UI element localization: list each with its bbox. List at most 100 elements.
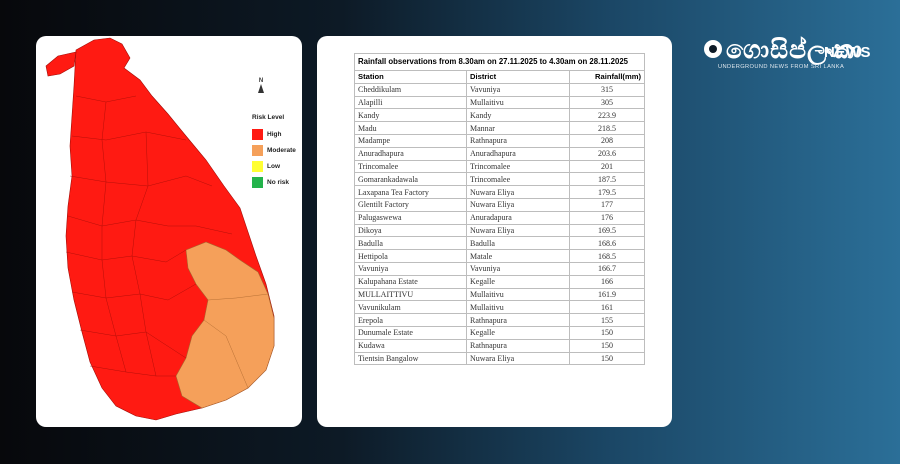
- legend-item-high: High: [252, 128, 296, 141]
- header-district: District: [466, 70, 570, 84]
- cell-station: Vavuniya: [354, 261, 467, 276]
- cell-district: Kegalle: [466, 274, 570, 289]
- table-row: Cheddikulam Vavuniya 315: [354, 82, 645, 97]
- cell-rainfall: 208: [569, 133, 645, 148]
- legend-title: Risk Level: [252, 114, 285, 121]
- cell-district: Kandy: [466, 108, 570, 123]
- legend-label-high: High: [267, 131, 282, 138]
- cell-rainfall: 166: [569, 274, 645, 289]
- cell-rainfall: 201: [569, 159, 645, 174]
- cell-district: Nuwara Eliya: [466, 197, 570, 212]
- cell-station: Erepola: [354, 313, 467, 327]
- cell-station: Glentilt Factory: [354, 197, 467, 212]
- cell-rainfall: 168.5: [569, 249, 645, 263]
- table-row: Badulla Badulla 168.6: [354, 236, 645, 251]
- risk-map-panel: N Risk Level High Moderate Low No risk: [36, 36, 302, 427]
- table-row: Alapilli Mullaitivu 305: [354, 95, 645, 110]
- north-label: N: [258, 78, 264, 84]
- cell-rainfall: 218.5: [569, 121, 645, 135]
- cell-station: Vavunikulam: [354, 300, 467, 315]
- table-row: Dunumale Estate Kegalle 150: [354, 325, 645, 340]
- legend-swatch-low: [252, 161, 263, 172]
- cell-district: Trincomalee: [466, 172, 570, 187]
- cell-station: MULLAITTIVU: [354, 287, 467, 302]
- cell-district: Kegalle: [466, 325, 570, 340]
- cell-district: Nuwara Eliya: [466, 185, 570, 199]
- logo-tagline: UNDERGROUND NEWS FROM SRI LANKA: [718, 64, 845, 70]
- cell-district: Nuwara Eliya: [466, 351, 570, 366]
- north-arrow: N: [257, 78, 265, 93]
- cell-station: Kandy: [354, 108, 467, 123]
- cell-district: Rathnapura: [466, 338, 570, 353]
- legend-label-no-risk: No risk: [267, 179, 290, 186]
- cell-station: Alapilli: [354, 95, 467, 110]
- table-row: Erepola Rathnapura 155: [354, 313, 645, 327]
- logo-news: NEWS: [824, 44, 871, 61]
- legend-swatch-no-risk: [252, 177, 263, 188]
- cell-district: Mullaitivu: [466, 300, 570, 315]
- cell-rainfall: 150: [569, 338, 645, 353]
- cell-station: Kudawa: [354, 338, 467, 353]
- cell-district: Vavuniya: [466, 82, 570, 97]
- table-row: Trincomalee Trincomalee 201: [354, 159, 645, 174]
- cell-rainfall: 187.5: [569, 172, 645, 187]
- table-row: Kalupahana Estate Kegalle 166: [354, 274, 645, 289]
- legend-item-low: Low: [252, 160, 296, 173]
- table-row: Madampe Rathnapura 208: [354, 133, 645, 148]
- cell-rainfall: 177: [569, 197, 645, 212]
- table-row: Kudawa Rathnapura 150: [354, 338, 645, 353]
- sri-lanka-map: [45, 37, 275, 421]
- legend-item-moderate: Moderate: [252, 144, 296, 157]
- cell-district: Rathnapura: [466, 313, 570, 327]
- table-row: Madu Mannar 218.5: [354, 121, 645, 135]
- rainfall-table: Rainfall observations from 8.30am on 27.…: [354, 53, 645, 366]
- cell-district: Anuradhapura: [466, 146, 570, 161]
- cell-station: Gomarankadawala: [354, 172, 467, 187]
- map-moderate-risk-region: [175, 241, 275, 409]
- cell-district: Mannar: [466, 121, 570, 135]
- cell-rainfall: 166.7: [569, 261, 645, 276]
- cell-station: Dunumale Estate: [354, 325, 467, 340]
- cell-station: Badulla: [354, 236, 467, 251]
- table-row: Hettipola Matale 168.5: [354, 249, 645, 263]
- header-station: Station: [354, 70, 467, 84]
- table-row: Tientsin Bangalow Nuwara Eliya 150: [354, 351, 645, 366]
- rainfall-table-panel: Rainfall observations from 8.30am on 27.…: [317, 36, 672, 427]
- table-row: MULLAITTIVU Mullaitivu 161.9: [354, 287, 645, 302]
- cell-rainfall: 203.6: [569, 146, 645, 161]
- eye-logo-icon: [704, 40, 722, 58]
- cell-district: Matale: [466, 249, 570, 263]
- cell-rainfall: 176: [569, 210, 645, 225]
- cell-district: Mullaitivu: [466, 287, 570, 302]
- cell-station: Hettipola: [354, 249, 467, 263]
- cell-station: Kalupahana Estate: [354, 274, 467, 289]
- table-row: Palugaswewa Anuradapura 176: [354, 210, 645, 225]
- table-title: Rainfall observations from 8.30am on 27.…: [354, 53, 645, 70]
- legend-label-moderate: Moderate: [267, 147, 296, 154]
- cell-rainfall: 179.5: [569, 185, 645, 199]
- cell-station: Laxapana Tea Factory: [354, 185, 467, 199]
- cell-rainfall: 161: [569, 300, 645, 315]
- cell-district: Badulla: [466, 236, 570, 251]
- cell-rainfall: 161.9: [569, 287, 645, 302]
- cell-district: Rathnapura: [466, 133, 570, 148]
- cell-rainfall: 169.5: [569, 223, 645, 238]
- cell-district: Anuradapura: [466, 210, 570, 225]
- cell-station: Palugaswewa: [354, 210, 467, 225]
- cell-station: Anuradhapura: [354, 146, 467, 161]
- cell-station: Dikoya: [354, 223, 467, 238]
- table-row: Laxapana Tea Factory Nuwara Eliya 179.5: [354, 185, 645, 199]
- cell-rainfall: 223.9: [569, 108, 645, 123]
- cell-rainfall: 168.6: [569, 236, 645, 251]
- cell-rainfall: 315: [569, 82, 645, 97]
- table-row: Vavuniya Vavuniya 166.7: [354, 261, 645, 276]
- logo-brand: ගොසිප්ලංකා: [726, 35, 863, 64]
- legend-swatch-high: [252, 129, 263, 140]
- north-arrow-icon: [258, 84, 264, 93]
- cell-district: Nuwara Eliya: [466, 223, 570, 238]
- cell-station: Madampe: [354, 133, 467, 148]
- cell-station: Cheddikulam: [354, 82, 467, 97]
- cell-district: Mullaitivu: [466, 95, 570, 110]
- cell-station: Tientsin Bangalow: [354, 351, 467, 366]
- cell-rainfall: 150: [569, 325, 645, 340]
